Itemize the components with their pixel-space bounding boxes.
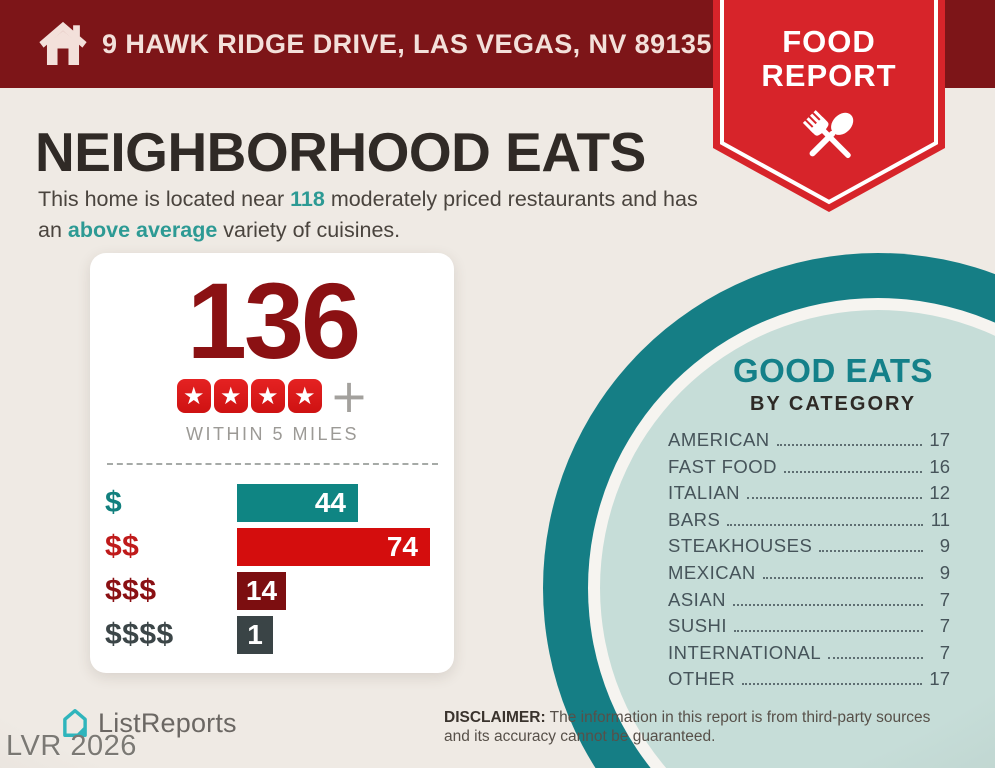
page-title: NEIGHBORHOOD EATS: [35, 121, 646, 183]
restaurant-count: 118: [290, 187, 325, 211]
category-row: STEAKHOUSES 9: [668, 535, 950, 562]
dotted-leader: [727, 523, 923, 526]
category-row: OTHER 17: [668, 668, 950, 695]
variety-highlight: above average: [67, 217, 218, 242]
intro-text: This home is located near 118 moderately…: [38, 184, 706, 245]
crossed-spoon-fork-icon: [802, 110, 854, 159]
category-label: ASIAN: [668, 588, 727, 610]
intro-mid: moderately priced restaurants and has an: [38, 187, 698, 242]
bar-track: 74: [237, 528, 440, 566]
category-label: OTHER: [668, 668, 736, 690]
ribbon-title-report: REPORT: [761, 58, 897, 93]
dotted-leader: [747, 497, 923, 500]
total-restaurant-count: 136: [186, 260, 361, 381]
dotted-leader: [784, 470, 923, 473]
food-report-badge: FOOD REPORT: [713, 0, 945, 216]
dotted-leader: [776, 444, 923, 446]
category-count: 7: [939, 588, 950, 610]
category-count: 17: [929, 668, 950, 690]
category-label: FAST FOOD: [668, 455, 778, 477]
bar: 14: [237, 572, 286, 610]
star-icon: [176, 379, 211, 413]
dotted-leader: [733, 603, 923, 606]
category-count: 9: [939, 535, 950, 557]
category-label: MEXICAN: [668, 561, 756, 583]
price-tier-label: $$$$: [105, 618, 174, 651]
star-icon: [287, 379, 322, 413]
category-label: SUSHI: [668, 615, 728, 637]
bar-value: 14: [245, 575, 278, 606]
bar: 44: [237, 484, 358, 522]
disclaimer: DISCLAIMER: The information in this repo…: [444, 708, 959, 746]
dotted-leader: [762, 576, 923, 579]
category-count: 11: [930, 508, 950, 530]
home-icon: [39, 21, 87, 65]
good-eats-subtitle: BY CATEGORY: [749, 393, 917, 415]
plus-sign: +: [329, 369, 369, 423]
bar-value: 44: [314, 487, 346, 518]
ribbon-shape: [713, 0, 945, 212]
good-eats-title: GOOD EATS: [732, 352, 934, 389]
bar: 1: [237, 616, 273, 654]
disclaimer-label: DISCLAIMER:: [444, 709, 546, 726]
category-row: ASIAN 7: [668, 589, 950, 616]
bar-value: 74: [386, 531, 418, 562]
price-tier-row: $$$ 14: [105, 572, 440, 610]
listreports-wordmark: ListReports: [98, 707, 237, 738]
category-count: 16: [929, 455, 950, 477]
category-label: BARS: [668, 508, 721, 530]
price-tier-label: $: [105, 486, 123, 519]
price-tier-row: $$$$ 1: [105, 616, 440, 654]
bar-value: 1: [247, 619, 263, 650]
listreports-logo-icon: [63, 709, 87, 737]
radius-caption: WITHIN 5 MILES: [185, 424, 359, 444]
category-label: STEAKHOUSES: [668, 535, 813, 557]
price-tier-row: $ 44: [105, 484, 440, 522]
price-tier-chart: $ 44 $$ 74 $$$ 14 $$$$ 1: [105, 484, 440, 654]
category-count: 7: [939, 615, 950, 637]
category-row: AMERICAN 17: [668, 429, 950, 456]
category-list: AMERICAN 17 FAST FOOD 16 ITALIAN 12 BARS 11 …: [668, 429, 950, 695]
dotted-leader: [734, 630, 923, 633]
star-icon: [213, 379, 248, 413]
category-row: MEXICAN 9: [668, 562, 950, 589]
rating-row: +: [105, 369, 440, 423]
bar: 74: [237, 528, 430, 566]
category-count: 12: [929, 482, 950, 504]
listreports-brand: ListReports: [60, 707, 237, 739]
category-row: ITALIAN 12: [668, 482, 950, 509]
star-icon: [250, 379, 285, 413]
dashed-divider: [107, 463, 438, 465]
dotted-leader: [819, 550, 923, 553]
category-label: INTERNATIONAL: [668, 641, 822, 663]
price-tier-row: $$ 74: [105, 528, 440, 566]
ribbon-title-food: FOOD: [782, 24, 876, 59]
bar-track: 14: [237, 572, 440, 610]
dotted-leader: [742, 683, 923, 686]
category-row: INTERNATIONAL 7: [668, 642, 950, 669]
summary-card: 136 + WITHIN 5 MILES $ 44 $$ 74 $$$: [90, 253, 454, 673]
good-eats-heading: GOOD EATS BY CATEGORY: [683, 352, 983, 416]
property-address: 9 HAWK RIDGE DRIVE, LAS VEGAS, NV 89135: [102, 29, 712, 59]
price-tier-label: $$$: [105, 574, 157, 607]
category-row: BARS 11: [668, 509, 950, 536]
dotted-leader: [828, 656, 923, 659]
category-count: 17: [929, 429, 950, 450]
category-label: ITALIAN: [668, 482, 741, 504]
intro-post: variety of cuisines.: [217, 217, 401, 242]
category-count: 7: [939, 641, 950, 663]
category-count: 9: [939, 561, 950, 583]
bar-track: 1: [237, 616, 440, 654]
category-label: AMERICAN: [668, 429, 770, 450]
bar-track: 44: [237, 484, 440, 522]
star-rating: [176, 379, 322, 413]
intro-pre: This home is located near: [38, 187, 291, 211]
disclaimer-text: The information in this report is from t…: [444, 709, 931, 746]
price-tier-label: $$: [105, 530, 140, 563]
category-row: FAST FOOD 16: [668, 456, 950, 483]
category-row: SUSHI 7: [668, 615, 950, 642]
photo-watermark: LVR 2026: [6, 730, 137, 762]
